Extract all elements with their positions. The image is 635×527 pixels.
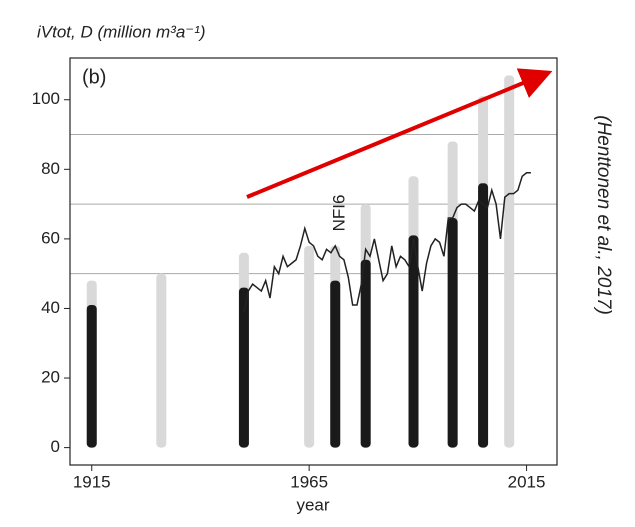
y-tick-label: 80 <box>41 159 60 178</box>
bar <box>408 235 419 448</box>
bar <box>304 245 315 448</box>
x-tick-label: 1965 <box>290 472 328 491</box>
panel-label: (b) <box>82 66 106 88</box>
source-note: (Henttonen et al., 2017) <box>593 115 614 315</box>
bar <box>156 273 167 448</box>
bar <box>478 183 489 448</box>
line-series <box>243 172 531 313</box>
chart-title: iVtot, D (million m³a⁻¹) <box>37 22 206 41</box>
bar <box>504 75 515 448</box>
bar <box>86 304 97 448</box>
x-tick-label: 2015 <box>508 472 546 491</box>
x-tick-label: 1915 <box>73 472 111 491</box>
annotation: NFI6 <box>329 195 348 232</box>
bar <box>360 259 371 448</box>
y-tick-label: 100 <box>32 89 60 108</box>
trend-arrow <box>246 68 553 199</box>
x-axis-label: year <box>296 495 329 514</box>
y-tick-label: 0 <box>51 437 60 456</box>
y-tick-label: 60 <box>41 228 60 247</box>
y-tick-label: 20 <box>41 368 60 387</box>
bar <box>447 218 458 448</box>
bar <box>330 280 341 448</box>
y-tick-label: 40 <box>41 298 60 317</box>
bar <box>238 287 249 448</box>
plot-frame <box>69 57 558 466</box>
